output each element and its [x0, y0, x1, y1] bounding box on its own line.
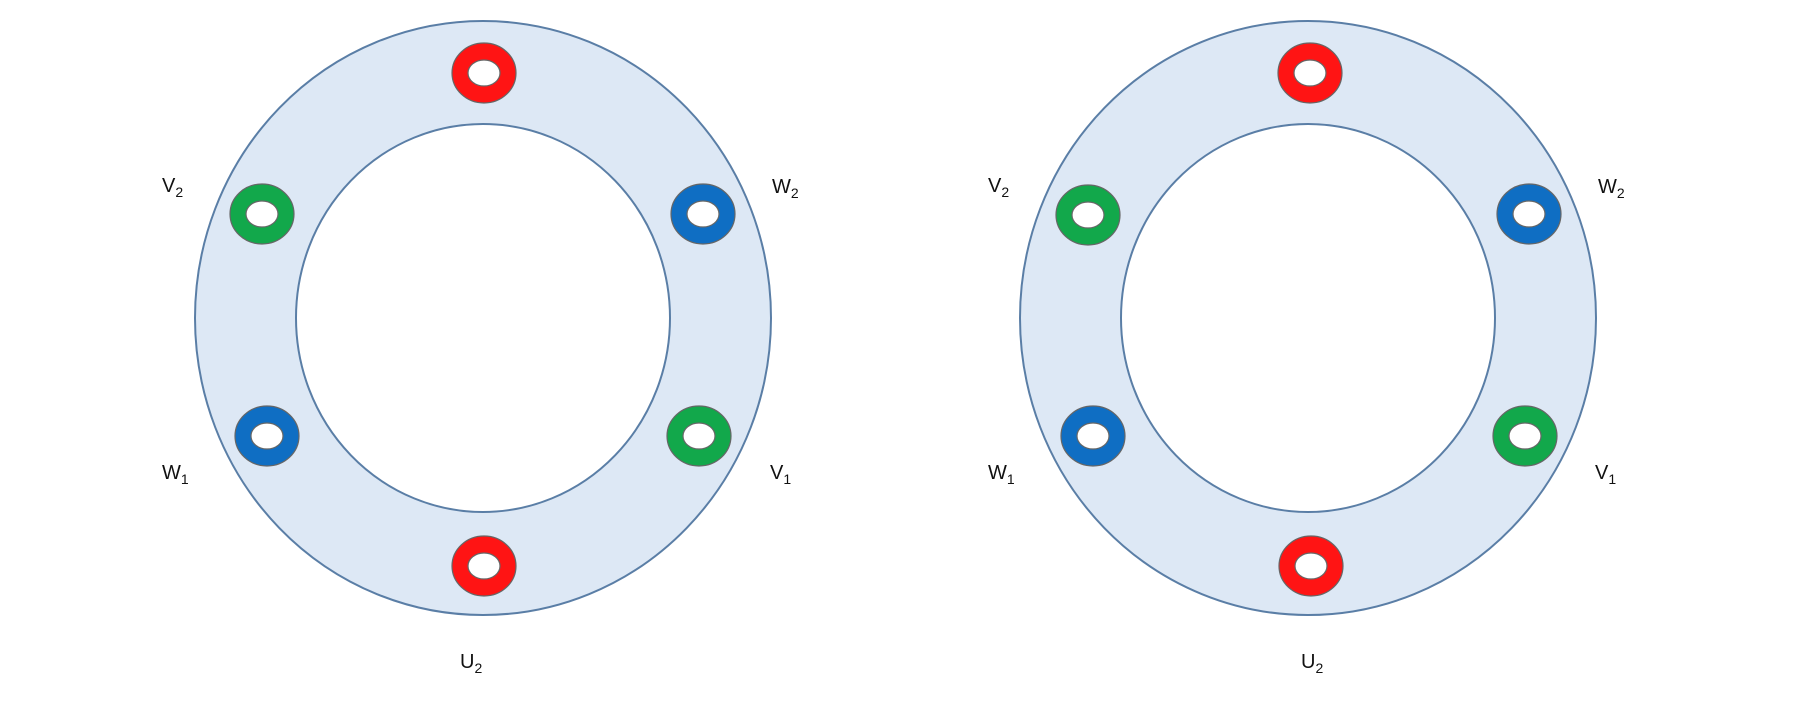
label-v1: V1 — [770, 462, 791, 487]
coil-upper-right — [1496, 183, 1562, 245]
coil-lower-right — [1492, 405, 1558, 467]
coil-top — [1277, 42, 1343, 104]
coil-lower-left — [234, 405, 300, 467]
label-w1: W1 — [988, 462, 1015, 487]
coil-upper-right — [670, 183, 736, 245]
coil-bottom — [451, 535, 517, 597]
label-w2: W2 — [772, 176, 799, 201]
stator-diagram-right: V2 W2 W1 V1 U2 — [988, 20, 1625, 676]
coil-lower-left — [1060, 405, 1126, 467]
label-w2: W2 — [1598, 176, 1625, 201]
label-v1: V1 — [1595, 462, 1616, 487]
stator-bore — [1120, 123, 1496, 513]
coil-top — [451, 42, 517, 104]
stator-diagram-left: V2 W2 W1 V1 U2 — [162, 20, 799, 676]
coil-bottom — [1278, 535, 1344, 597]
label-v2: V2 — [988, 175, 1009, 200]
coil-lower-right — [666, 405, 732, 467]
coil-upper-left — [1055, 184, 1121, 246]
label-v2: V2 — [162, 175, 183, 200]
coil-upper-left — [229, 183, 295, 245]
label-u2: U2 — [460, 651, 482, 676]
stator-bore — [295, 123, 671, 513]
label-w1: W1 — [162, 462, 189, 487]
label-u2: U2 — [1301, 651, 1323, 676]
